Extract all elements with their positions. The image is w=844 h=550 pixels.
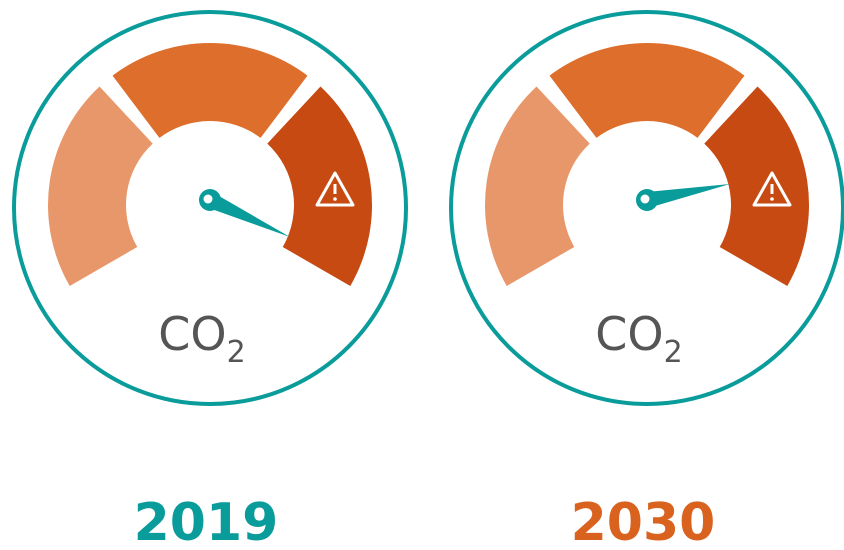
needle-hub-center — [204, 195, 213, 204]
needle — [645, 184, 730, 208]
needle-hub-center — [641, 195, 650, 204]
gauge: CO2 2019 — [14, 12, 406, 550]
gauge-label: CO2 — [158, 307, 245, 370]
label-text: CO — [595, 307, 663, 361]
gauges-infographic: CO22019 CO22030 — [0, 0, 844, 550]
gauge-segment-low — [485, 87, 590, 286]
gauge: CO2 2030 — [451, 12, 843, 550]
gauge-label: CO2 — [595, 307, 682, 370]
gauge-segment-high — [267, 87, 372, 286]
gauge-segment-mid — [550, 43, 745, 138]
gauge-segment-low — [48, 87, 153, 286]
gauge-segment-mid — [113, 43, 308, 138]
label-subscript: 2 — [664, 335, 683, 370]
year: 2019 — [134, 493, 279, 550]
label-text: CO — [158, 307, 226, 361]
warning-dot — [333, 197, 337, 201]
warning-dot — [770, 197, 774, 201]
label-subscript: 2 — [227, 335, 246, 370]
year: 2030 — [571, 493, 716, 550]
